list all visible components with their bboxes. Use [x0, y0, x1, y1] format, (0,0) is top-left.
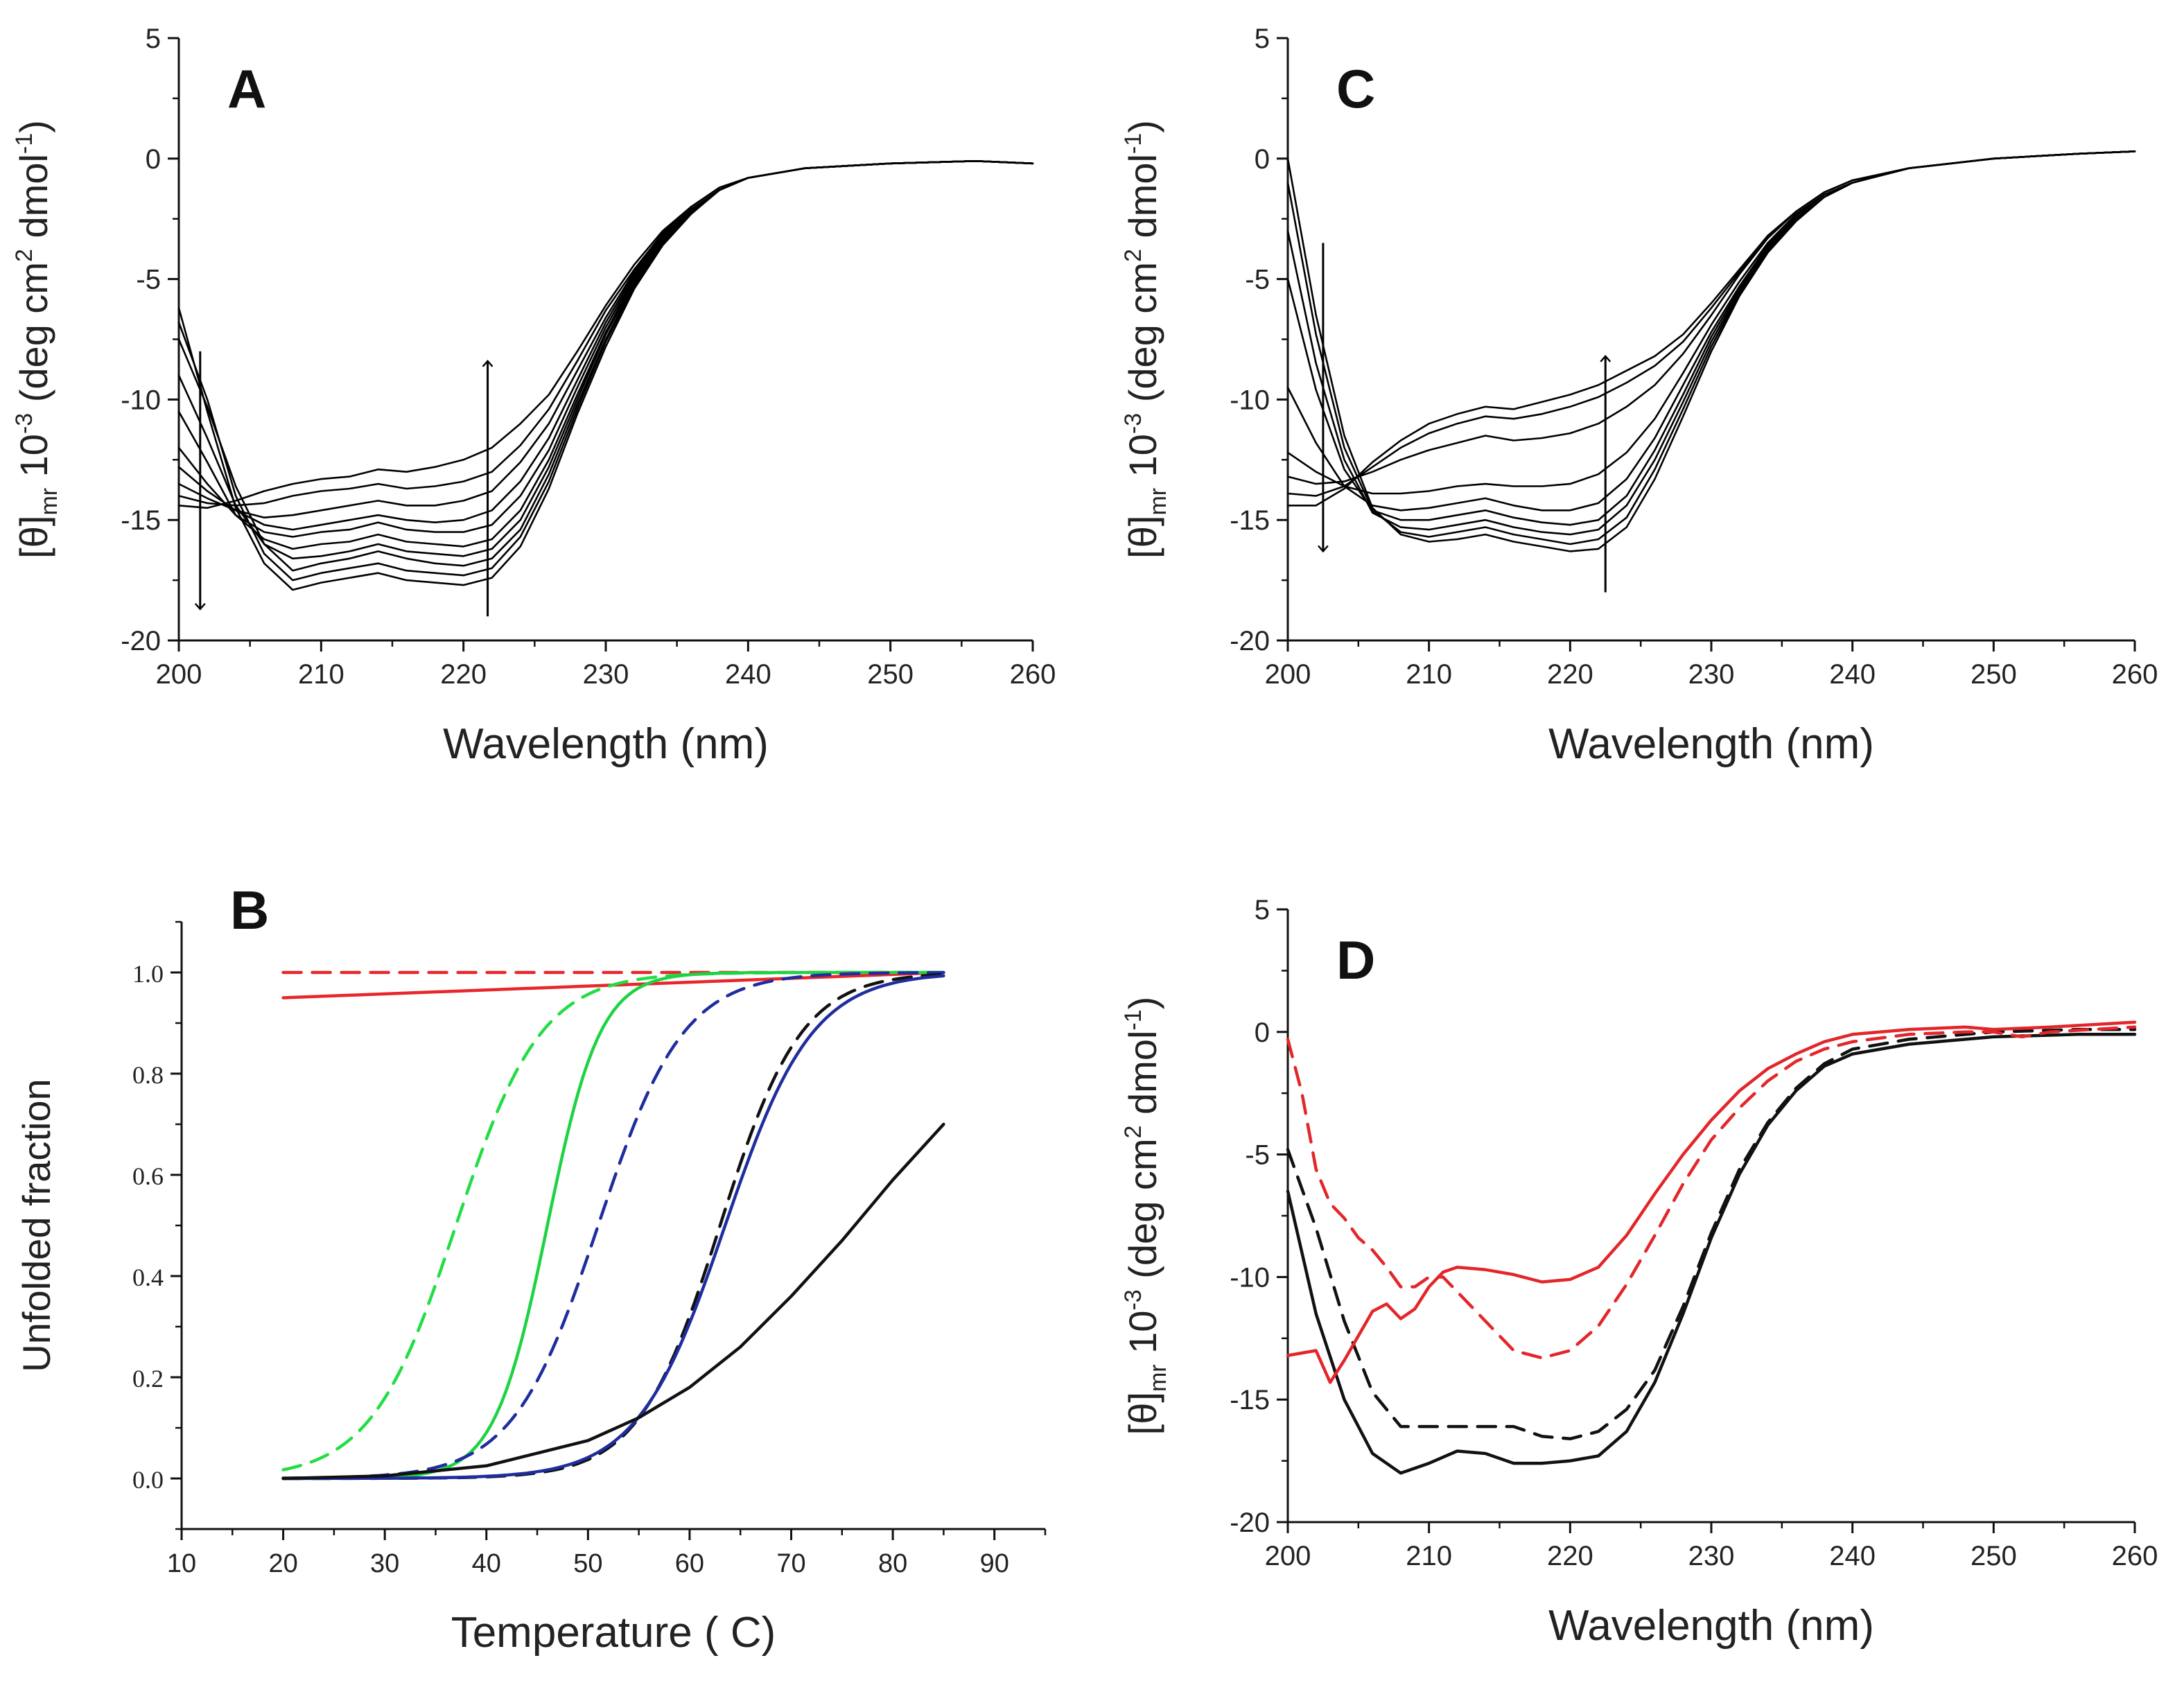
y-tick-label: 0	[1255, 1018, 1270, 1048]
series-line-C7	[1286, 150, 2136, 485]
panel-b: 10 20 30 40 50 60 70 80 90 1.0 0.8 0.6 0.4 0.2 0.0 Temp…	[15, 880, 1047, 1657]
x-tick-label: 260	[1010, 659, 1056, 690]
x-tick-label: 260	[2112, 1541, 2158, 1571]
x-tick-label: 220	[1547, 659, 1593, 690]
y-tick-label: 5	[1255, 24, 1270, 54]
x-tick-label: 80	[878, 1549, 907, 1578]
x-tick-label: 200	[1265, 1541, 1311, 1571]
series-line-A1	[177, 160, 1034, 591]
y-tick-label: 5	[146, 24, 161, 54]
y-tick-label: -15	[1230, 505, 1270, 536]
x-tick-label: 210	[1406, 659, 1452, 690]
x-tick-label: 240	[1829, 659, 1876, 690]
y-tick-label: -5	[1245, 265, 1270, 295]
series-line-A6	[177, 160, 1034, 538]
series-line-red-dashed	[1286, 1025, 2137, 1360]
panel-letter: B	[230, 880, 269, 941]
series-line-C5	[1286, 150, 2136, 512]
x-tick-label: 240	[725, 659, 771, 690]
series-line-C9	[1286, 150, 2136, 507]
x-tick-label: 40	[472, 1549, 501, 1578]
panel-c: 200 210 220 230 240 250 260 5 0 -5 -10 -15 -20 Wavele…	[1120, 24, 2158, 768]
x-tick-label: 250	[867, 659, 914, 690]
y-tick-label: -20	[121, 626, 161, 656]
series-line-black-dashed	[1286, 1028, 2137, 1441]
series-line-C1	[1286, 150, 2136, 552]
y-tick-label: 5	[1255, 895, 1270, 925]
x-tick-label: 220	[440, 659, 487, 690]
x-tick-label: 210	[1406, 1541, 1452, 1571]
y-tick-label: 1.0	[132, 960, 164, 988]
series-line-C2	[1286, 150, 2136, 545]
series-line-black-solid	[281, 1122, 945, 1481]
x-axis-title: Wavelength (nm)	[443, 720, 769, 768]
y-tick-label: -10	[1230, 385, 1270, 415]
y-axis-title: [θ]mr 10-3 (deg cm2 dmol-1)	[1120, 120, 1171, 559]
panel-letter: C	[1336, 58, 1375, 119]
x-tick-label: 250	[1971, 659, 2017, 690]
y-tick-label: 0	[1255, 144, 1270, 175]
x-tick-label: 250	[1971, 1541, 2017, 1571]
x-tick-label: 60	[675, 1549, 704, 1578]
series-line-green-dashed	[281, 970, 945, 1472]
y-tick-label: 0.4	[132, 1264, 164, 1291]
panel-a: 200 210 220 230 240 250 260 5 0 -5 -10 -15 -20 Wavele…	[11, 24, 1056, 768]
x-tick-label: 90	[980, 1549, 1009, 1578]
x-tick-label: 50	[573, 1549, 602, 1578]
series-line-black-dashed	[281, 972, 945, 1481]
x-tick-label: 30	[370, 1549, 399, 1578]
y-axis-title: [θ]mr 10-3 (deg cm2 dmol-1)	[11, 120, 62, 559]
y-tick-label: 0	[146, 144, 161, 175]
series-line-A5	[177, 160, 1034, 550]
y-tick-label: 0.8	[132, 1061, 164, 1089]
series-line-blue-solid	[281, 974, 945, 1481]
series-line-black-solid	[1286, 1033, 2137, 1475]
x-tick-label: 200	[1265, 659, 1311, 690]
panel-letter: D	[1336, 929, 1375, 990]
y-tick-label: 0.0	[132, 1466, 164, 1494]
y-tick-label: -5	[136, 265, 161, 295]
y-tick-label: -20	[1230, 626, 1270, 656]
series-line-C3	[1286, 150, 2136, 536]
series-line-red-solid	[1286, 1020, 2137, 1384]
x-tick-label: 200	[156, 659, 202, 690]
series-line-C4	[1286, 150, 2136, 526]
y-axis-title: Unfolded fraction	[15, 1079, 58, 1372]
y-tick-label: -10	[1230, 1262, 1270, 1293]
x-axis-title: Temperature ( C)	[451, 1609, 776, 1657]
y-tick-label: -10	[121, 385, 161, 415]
series-line-A10	[177, 160, 1034, 509]
x-tick-label: 230	[1688, 1541, 1735, 1571]
x-tick-label: 230	[583, 659, 629, 690]
y-tick-label: 0.2	[132, 1365, 164, 1392]
x-tick-label: 10	[167, 1549, 196, 1578]
y-tick-label: -5	[1245, 1140, 1270, 1171]
series-line-A3	[177, 160, 1034, 572]
y-tick-label: -15	[121, 505, 161, 536]
x-tick-label: 220	[1547, 1541, 1593, 1571]
series-line-A4	[177, 160, 1034, 560]
panel-letter: A	[227, 58, 266, 119]
x-tick-label: 260	[2112, 659, 2158, 690]
y-tick-label: -20	[1230, 1508, 1270, 1538]
x-axis-title: Wavelength (nm)	[1548, 1602, 1874, 1650]
y-tick-label: -15	[1230, 1385, 1270, 1415]
y-tick-label: 0.6	[132, 1162, 164, 1190]
x-tick-label: 230	[1688, 659, 1735, 690]
x-tick-label: 240	[1829, 1541, 1876, 1571]
x-axis-title: Wavelength (nm)	[1548, 720, 1874, 768]
y-axis-title: [θ]mr 10-3 (deg cm2 dmol-1)	[1120, 997, 1171, 1435]
series-line-C6	[1286, 150, 2136, 495]
series-line-blue-dashed	[281, 970, 945, 1480]
x-tick-label: 20	[268, 1549, 297, 1578]
series-line-A2	[177, 160, 1034, 582]
panel-d: 200 210 220 230 240 250 260 5 0 -5 -10 -15 -20 Wavele…	[1120, 895, 2158, 1650]
x-tick-label: 210	[298, 659, 344, 690]
x-tick-label: 70	[776, 1549, 805, 1578]
